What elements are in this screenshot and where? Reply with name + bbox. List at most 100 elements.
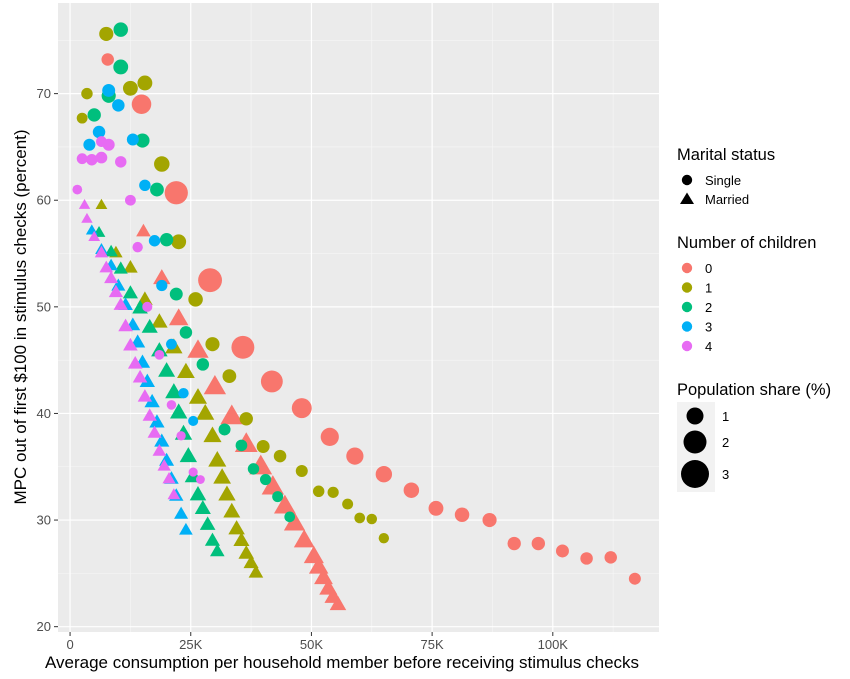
legend-children-0-label: 0 <box>705 261 712 276</box>
legend-children: Number of children 0 1 2 3 4 <box>677 234 816 354</box>
point-married-children-3 <box>179 522 193 535</box>
point-single-children-0 <box>555 544 569 558</box>
x-tick-label: 50K <box>300 637 323 652</box>
point-married-children-4 <box>94 245 109 258</box>
legend-children-3-label: 3 <box>705 320 712 335</box>
legend-share-3-label: 3 <box>722 467 729 482</box>
x-tick-label: 25K <box>179 637 202 652</box>
point-single-children-2 <box>179 326 193 339</box>
point-single-children-0 <box>260 370 283 393</box>
point-single-children-4 <box>96 136 107 148</box>
point-single-children-4 <box>176 431 186 441</box>
point-single-children-4 <box>124 194 136 206</box>
point-single-children-0 <box>198 268 222 293</box>
point-single-children-4 <box>154 349 165 360</box>
point-married-children-0 <box>283 512 306 531</box>
point-married-children-2 <box>194 500 211 515</box>
point-single-children-1 <box>295 465 308 478</box>
point-single-children-0 <box>231 335 255 359</box>
point-married-children-4 <box>142 408 157 421</box>
point-married-children-0 <box>136 223 151 237</box>
y-tick-label: 50 <box>37 299 51 314</box>
point-married-children-4 <box>132 369 148 383</box>
point-single-children-0 <box>507 536 521 551</box>
point-single-children-2 <box>150 182 164 197</box>
point-single-children-1 <box>342 498 354 510</box>
point-single-children-1 <box>327 486 339 498</box>
point-married-children-1 <box>203 426 222 443</box>
legend-children-3-swatch <box>681 321 693 332</box>
point-single-children-1 <box>256 440 270 453</box>
point-single-children-3 <box>178 387 189 399</box>
point-single-children-1 <box>354 512 366 524</box>
point-single-children-0 <box>101 53 114 66</box>
point-married-children-1 <box>238 545 255 559</box>
point-single-children-3 <box>102 83 116 97</box>
point-married-children-2 <box>204 532 221 546</box>
point-single-children-4 <box>166 400 177 410</box>
point-married-children-1 <box>243 555 259 569</box>
point-single-children-2 <box>235 439 248 452</box>
legend-children-2-swatch <box>681 301 693 313</box>
legend-share: Population share (%) 1 2 3 <box>677 381 831 492</box>
point-married-children-0 <box>329 595 347 611</box>
point-married-children-2 <box>199 516 216 530</box>
point-single-children-3 <box>112 99 125 112</box>
legend-marital-title: Marital status <box>677 146 775 164</box>
legend-share-1-circle <box>686 407 704 425</box>
point-single-children-1 <box>222 369 237 384</box>
point-single-children-1 <box>154 156 170 172</box>
point-single-children-1 <box>312 485 325 497</box>
point-married-children-3 <box>174 506 189 519</box>
point-single-children-0 <box>320 427 339 446</box>
legend-marital: Marital status Single Married <box>677 146 775 207</box>
point-single-children-3 <box>126 133 139 146</box>
legend-single-circle <box>681 174 693 186</box>
point-single-children-0 <box>580 552 593 565</box>
point-married-children-4 <box>152 443 167 456</box>
legend-children-4-label: 4 <box>705 339 712 354</box>
legend-children-title: Number of children <box>677 234 816 252</box>
point-single-children-4 <box>95 151 108 164</box>
point-married-children-1 <box>151 313 168 328</box>
point-married-children-1 <box>188 388 208 404</box>
legend-children-1-swatch <box>681 282 693 293</box>
point-single-children-0 <box>454 507 470 522</box>
point-single-children-2 <box>87 108 101 122</box>
point-married-children-1 <box>208 450 227 467</box>
y-axis: 20 30 40 50 60 70 <box>37 86 58 634</box>
legend-share-2-circle <box>683 430 707 454</box>
legend-single-label: Single <box>705 173 741 188</box>
point-married-children-0 <box>168 308 189 326</box>
point-married-children-4 <box>113 297 128 310</box>
point-single-children-1 <box>76 112 88 124</box>
grid-minor <box>58 3 659 632</box>
point-single-children-2 <box>135 133 150 148</box>
y-tick-label: 40 <box>37 406 51 421</box>
point-single-children-1 <box>188 292 203 307</box>
point-single-children-0 <box>291 398 312 419</box>
point-single-children-2 <box>218 423 231 436</box>
legend-children-2-label: 2 <box>705 300 712 315</box>
point-married-children-1 <box>248 564 264 578</box>
point-married-children-4 <box>147 425 162 438</box>
point-single-children-4 <box>142 301 153 312</box>
point-married-children-2 <box>170 403 188 419</box>
legend-share-1-label: 1 <box>722 409 729 424</box>
point-single-children-1 <box>99 26 114 41</box>
point-married-children-4 <box>108 284 124 298</box>
point-married-children-0 <box>203 374 227 395</box>
point-married-children-1 <box>196 404 215 420</box>
point-married-children-1 <box>223 502 241 518</box>
point-married-children-1 <box>213 468 232 484</box>
point-single-children-3 <box>148 235 161 247</box>
legend-children-items: 0 1 2 3 4 <box>681 261 712 354</box>
point-single-children-1 <box>171 234 187 250</box>
point-single-children-2 <box>259 473 272 486</box>
point-married-children-2 <box>113 261 128 274</box>
point-married-children-3 <box>144 393 160 408</box>
point-married-children-1 <box>123 260 138 273</box>
x-tick-label: 75K <box>421 637 444 652</box>
point-married-children-2 <box>179 447 198 463</box>
point-married-children-0 <box>187 339 209 358</box>
